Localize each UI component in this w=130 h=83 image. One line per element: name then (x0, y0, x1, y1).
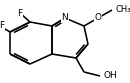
Text: F: F (17, 8, 23, 18)
Text: OH: OH (103, 71, 117, 81)
Text: O: O (95, 14, 102, 22)
Text: CH₃: CH₃ (115, 4, 130, 14)
Text: F: F (0, 21, 5, 30)
Text: N: N (62, 14, 68, 22)
